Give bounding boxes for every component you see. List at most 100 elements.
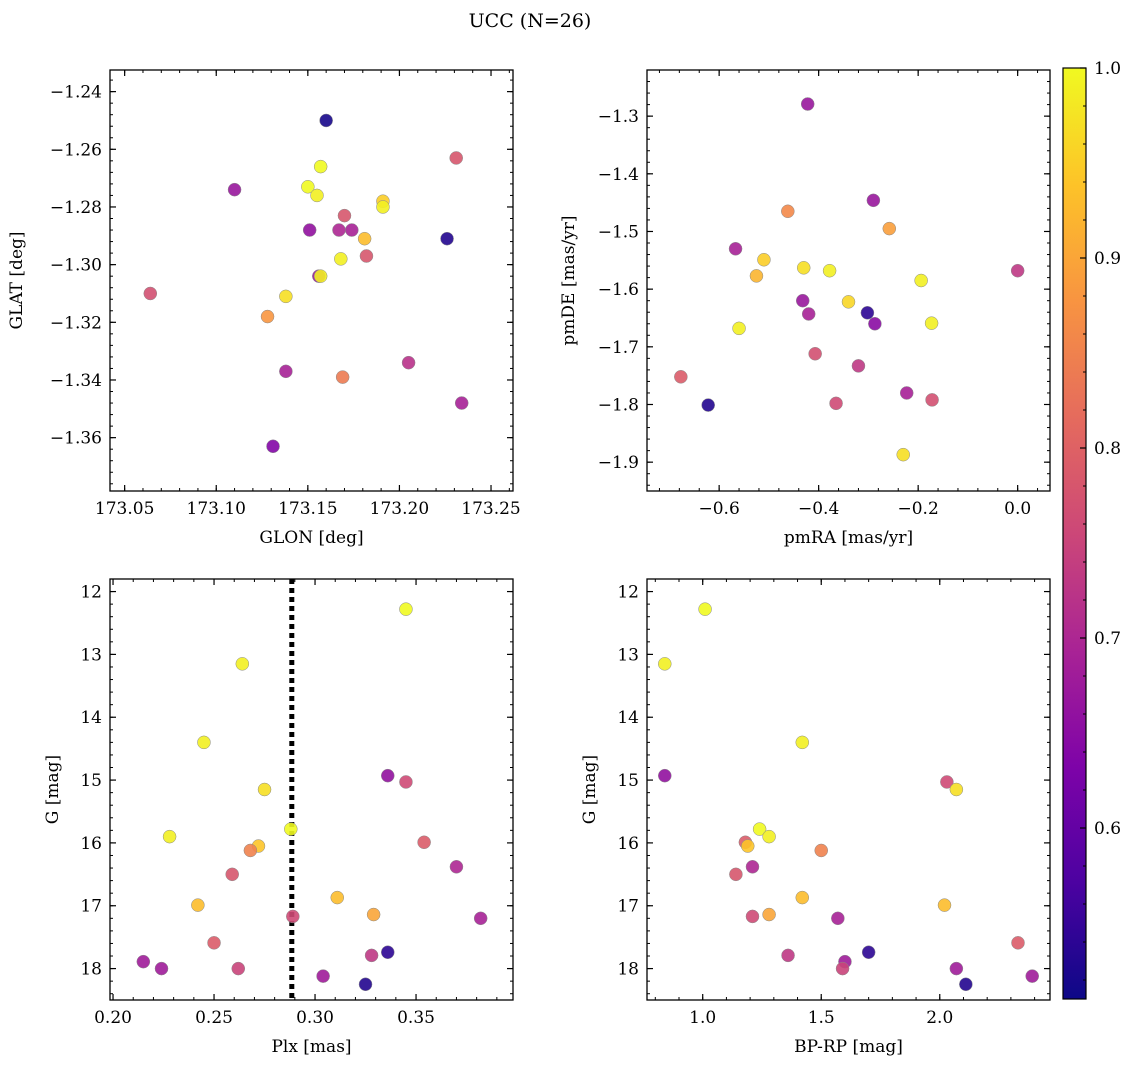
- scatter-point: [822, 263, 837, 278]
- scatter-point: [313, 159, 328, 174]
- scatter-point: [334, 252, 348, 266]
- y-axis-label: GLAT [deg]: [7, 231, 27, 329]
- axes-frame: [646, 69, 1051, 492]
- y-tick-label: −1.8: [598, 395, 639, 415]
- scatter-point: [745, 909, 760, 924]
- scatter-point: [381, 945, 395, 959]
- y-axis-label: G [mag]: [43, 755, 63, 824]
- panels: 173.05 173.10 173.15 173.20 173.25 −1.36 −1.34…: [7, 69, 1051, 1057]
- scatter-point: [732, 321, 746, 336]
- x-tick-label: 0.25: [195, 1008, 233, 1028]
- y-tick-label: −1.34: [50, 371, 102, 391]
- x-axis-label: BP-RP [mag]: [794, 1037, 903, 1057]
- scatter-point: [381, 768, 395, 783]
- scatter-point: [319, 113, 333, 128]
- scatter-point: [310, 188, 324, 203]
- scatter-point: [313, 269, 328, 283]
- scatter-point: [860, 306, 875, 320]
- x-axis-label: pmRA [mas/yr]: [784, 528, 913, 548]
- y-tick-label: −1.9: [598, 453, 639, 473]
- x-axis-label: GLON [deg]: [259, 528, 363, 548]
- scatter-point: [284, 822, 298, 836]
- scatter-point: [835, 961, 850, 976]
- y-tick-label: 14: [80, 708, 102, 728]
- scatter-point: [800, 97, 815, 111]
- scatter-point: [801, 307, 816, 321]
- scatter-point: [399, 602, 413, 616]
- scatter-point: [301, 180, 315, 194]
- y-tick-label: 15: [80, 771, 102, 791]
- x-tick-label: 0.35: [397, 1008, 435, 1028]
- scatter-point: [454, 396, 469, 410]
- y-tick-label: 16: [617, 834, 639, 854]
- scatter-point: [829, 396, 843, 411]
- scatter-point: [781, 204, 795, 219]
- figure-title: UCC (N=26): [469, 10, 592, 32]
- y-axis-label: pmDE [mas/yr]: [559, 215, 579, 345]
- scatter-point: [866, 193, 881, 208]
- colorbar-tick-label: 0.7: [1094, 629, 1121, 649]
- scatter-point: [335, 370, 350, 384]
- y-tick-label: −1.30: [50, 256, 102, 276]
- y-tick-label: 17: [80, 897, 102, 917]
- y-tick-label: 13: [617, 645, 639, 665]
- scatter-point: [243, 843, 258, 858]
- scatter-point: [899, 386, 914, 400]
- scatter-point: [749, 269, 764, 283]
- scatter-point: [795, 293, 810, 308]
- scatter-point: [658, 657, 672, 671]
- scatter-point: [861, 945, 876, 959]
- axes-frame: [646, 578, 1051, 1001]
- scatter-point: [225, 867, 239, 882]
- scatter-point: [674, 370, 688, 384]
- x-tick-label: 173.20: [370, 499, 429, 519]
- scatter-point: [399, 775, 413, 789]
- scatter-point: [1010, 263, 1025, 278]
- scatter-point: [279, 289, 293, 304]
- y-tick-label: 16: [80, 834, 102, 854]
- scatter-point: [143, 286, 158, 301]
- x-tick-label: 0.30: [296, 1008, 334, 1028]
- scatter-point: [1025, 969, 1039, 983]
- x-tick-label: 173.05: [95, 499, 154, 519]
- x-tick-label: 1.5: [808, 1008, 835, 1028]
- y-tick-label: 18: [80, 960, 102, 980]
- scatter-point: [762, 907, 776, 922]
- y-tick-label: −1.24: [50, 83, 102, 103]
- scatter-point: [924, 316, 939, 330]
- scatter-point: [401, 355, 416, 370]
- scatter-point: [359, 249, 374, 263]
- scatter-point: [358, 977, 373, 992]
- y-tick-label: −1.36: [50, 429, 102, 449]
- x-tick-label: 173.15: [278, 499, 337, 519]
- scatter-point: [136, 954, 151, 969]
- y-tick-label: −1.3: [598, 107, 639, 127]
- scatter-point: [337, 208, 352, 223]
- x-tick-label: 173.25: [461, 499, 520, 519]
- scatter-point: [235, 657, 250, 671]
- x-tick-label: −0.6: [699, 499, 740, 519]
- x-tick-label: 2.0: [926, 1008, 953, 1028]
- scatter-point: [345, 223, 359, 237]
- scatter-point: [949, 782, 964, 797]
- scatter-point: [940, 775, 954, 789]
- scatter-point: [191, 898, 205, 912]
- y-tick-label: −1.7: [598, 338, 639, 358]
- scatter-point: [831, 911, 845, 926]
- y-tick-label: 18: [617, 960, 639, 980]
- scatter-point: [207, 936, 221, 950]
- scatter-point: [302, 223, 317, 237]
- scatter-point: [257, 782, 272, 797]
- scatter-point: [316, 969, 330, 983]
- scatter-point: [882, 221, 897, 236]
- scatter-point: [814, 843, 828, 858]
- scatter-point: [701, 398, 715, 412]
- colorbar-gradient: [1063, 68, 1086, 999]
- scatter-point: [896, 447, 910, 462]
- y-axis-label: G [mag]: [580, 755, 600, 824]
- scatter-point: [741, 839, 755, 853]
- colorbar-tick-label: 0.9: [1094, 249, 1121, 269]
- x-tick-label: −0.2: [898, 499, 939, 519]
- scatter-point: [449, 151, 463, 165]
